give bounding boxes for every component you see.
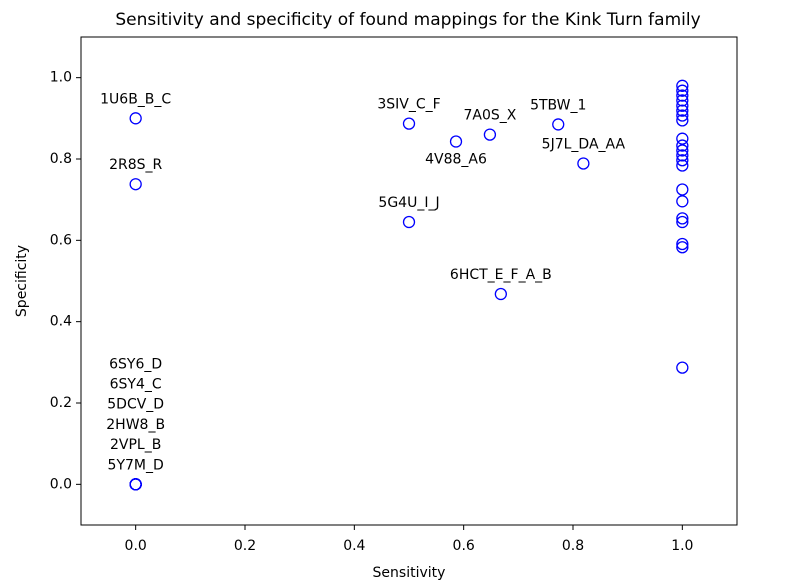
point: [129, 112, 142, 125]
point: [676, 212, 689, 225]
x-tick-label: 1.0: [671, 538, 693, 554]
point: [676, 154, 689, 167]
x-tick-label: 0.6: [453, 538, 475, 554]
y-tick-label: 1.0: [50, 70, 72, 86]
point-label: 5G4U_I_J: [378, 195, 439, 211]
x-tick-label: 0.4: [343, 538, 365, 554]
x-tick-label: 0.2: [234, 538, 256, 554]
point: [676, 144, 689, 157]
y-axis-label: Specificity: [14, 245, 30, 317]
point: [129, 478, 142, 491]
point: [494, 287, 507, 301]
point: [577, 157, 590, 170]
point: [676, 139, 689, 152]
point: [483, 128, 497, 141]
point: [676, 195, 689, 208]
point: [676, 132, 689, 145]
point-label: 1U6B_B_C: [100, 91, 171, 107]
point: [676, 94, 689, 107]
point: [676, 237, 689, 251]
point-label: 6SY6_D: [109, 356, 162, 372]
point-label: 5J7L_DA_AA: [542, 136, 626, 152]
point: [129, 178, 142, 191]
point: [676, 159, 689, 172]
point-label: 5Y7M_D: [108, 457, 164, 473]
point: [402, 117, 416, 130]
point: [676, 79, 689, 92]
plot-frame: [80, 36, 738, 526]
y-tick-label: 0.8: [50, 151, 72, 167]
y-tick-label: 0.2: [50, 395, 72, 411]
y-tick-label: 0.6: [50, 232, 72, 248]
point: [552, 118, 565, 131]
point-label: 2HW8_B: [106, 417, 165, 433]
point: [676, 109, 689, 122]
point-label: 2VPL_B: [110, 437, 161, 453]
point: [676, 114, 689, 127]
point: [676, 149, 689, 162]
point-label: 2R8S_R: [109, 157, 162, 173]
point: [676, 183, 689, 196]
point-label: 6SY4_C: [110, 377, 162, 393]
x-tick-label: 0.0: [125, 538, 147, 554]
point: [402, 215, 416, 229]
point: [676, 215, 689, 229]
point-label: 5DCV_D: [107, 397, 164, 413]
point-label: 3SIV_C_F: [377, 97, 440, 113]
point: [676, 99, 689, 112]
x-axis-label: Sensitivity: [373, 565, 446, 581]
x-tick-label: 0.8: [562, 538, 584, 554]
point-label: 6HCT_E_F_A_B: [450, 267, 552, 283]
chart-title: Sensitivity and specificity of found map…: [115, 10, 700, 30]
y-tick-label: 0.0: [50, 476, 72, 492]
point: [676, 89, 689, 102]
point: [676, 361, 689, 374]
point: [676, 241, 689, 254]
point: [676, 84, 689, 97]
point-label: 5TBW_1: [530, 97, 586, 113]
y-tick-label: 0.4: [50, 314, 72, 330]
point: [676, 104, 689, 117]
point-label: 7A0S_X: [463, 108, 516, 124]
point: [449, 135, 463, 148]
point-label: 4V88_A6: [425, 152, 487, 168]
